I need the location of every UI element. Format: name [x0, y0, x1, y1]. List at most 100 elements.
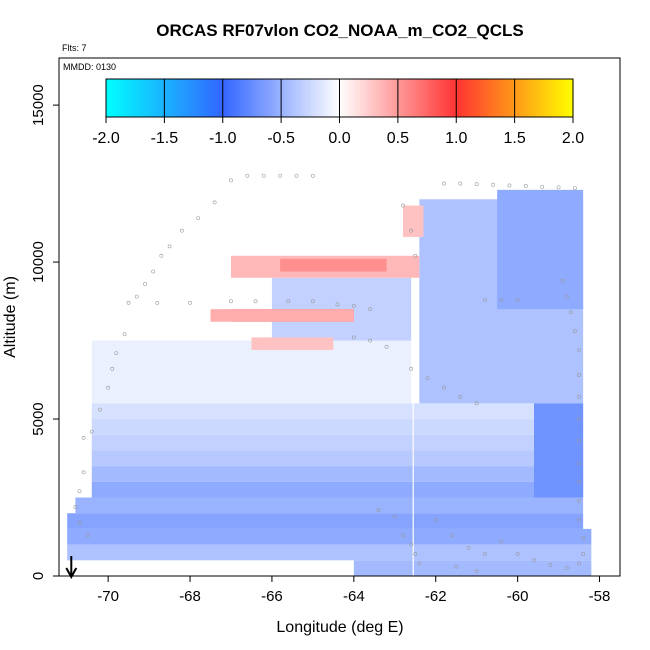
colorbar-tick-label: -0.5	[267, 130, 295, 147]
colorbar-swatch	[199, 79, 203, 117]
colorbar-swatch	[438, 79, 443, 117]
colorbar-swatch	[415, 79, 419, 117]
colorbar-swatch	[368, 79, 373, 117]
colorbar-swatch	[535, 79, 539, 117]
y-axis: 0 5000 10000 15000	[30, 84, 59, 580]
flight-track-point	[73, 505, 78, 509]
heatmap-cell	[91, 403, 584, 420]
flight-track-point	[577, 373, 581, 377]
flight-track-point	[577, 479, 581, 484]
colorbar-swatch	[161, 79, 165, 117]
colorbar-swatch	[313, 79, 317, 117]
colorbar-swatch	[146, 79, 151, 117]
colorbar-swatch	[272, 79, 276, 117]
colorbar-swatch	[567, 79, 571, 117]
flight-track-point	[577, 561, 581, 566]
colorbar-swatch	[427, 79, 431, 117]
colorbar-swatch	[178, 79, 183, 117]
colorbar-swatch	[514, 79, 519, 117]
colorbar-swatch	[211, 79, 215, 117]
colorbar-swatch	[348, 79, 352, 117]
colorbar-swatch	[444, 79, 449, 117]
colorbar-swatch	[263, 79, 268, 117]
colorbar: -2.0 -1.5 -1.0 -0.5 0.0 0.5 1.0 1.5 2.0	[92, 78, 584, 147]
colorbar-swatch	[260, 79, 265, 117]
colorbar-swatch	[117, 79, 122, 117]
flight-track-point	[401, 533, 405, 538]
colorbar-swatch	[257, 79, 262, 117]
colorbar-swatch	[564, 79, 568, 117]
colorbar-swatch	[237, 79, 241, 117]
colorbar-swatch	[488, 79, 492, 117]
x-axis-label: Longitude (deg E)	[276, 619, 403, 636]
x-tick-label: -58	[589, 588, 611, 605]
x-tick-label: -68	[179, 588, 201, 605]
colorbar-swatch	[400, 79, 405, 117]
colorbar-tick-label: -1.5	[151, 130, 179, 147]
flight-track-point	[474, 569, 479, 574]
flight-track-point	[474, 182, 479, 187]
colorbar-swatch	[508, 79, 513, 117]
flight-track-point	[556, 185, 561, 190]
colorbar-swatch	[129, 79, 133, 117]
colorbar-swatch	[114, 79, 119, 117]
colorbar-swatch	[143, 79, 148, 117]
colorbar-swatch	[298, 79, 303, 117]
flight-track-point	[261, 173, 266, 178]
colorbar-swatch	[418, 79, 422, 117]
flight-track-point	[122, 332, 127, 337]
flight-track-point	[474, 401, 479, 406]
heatmap-cell	[91, 340, 412, 404]
colorbar-swatch	[310, 79, 314, 117]
colorbar-swatch	[138, 79, 142, 117]
colorbar-swatch	[532, 79, 536, 117]
colorbar-swatch	[374, 79, 379, 117]
colorbar-swatch	[249, 79, 253, 117]
colorbar-swatch	[330, 79, 335, 117]
colorbar-swatch	[432, 79, 437, 117]
flight-track-point	[245, 173, 250, 178]
flight-track-point	[126, 300, 131, 305]
colorbar-swatch	[409, 79, 414, 117]
flight-track-point	[253, 299, 258, 304]
flight-track-point	[368, 307, 373, 312]
colorbar-swatch	[167, 79, 171, 117]
colorbar-swatch	[152, 79, 157, 117]
flight-track-point	[143, 282, 147, 286]
flight-track-point	[442, 181, 446, 186]
chart-subtitle: Flts: 7	[62, 43, 87, 53]
colorbar-swatch	[164, 79, 168, 117]
colorbar-swatch	[278, 79, 282, 117]
colorbar-swatch	[479, 79, 484, 117]
colorbar-tick-label: 2.0	[562, 130, 584, 147]
colorbar-swatch	[502, 79, 507, 117]
colorbar-swatch	[208, 79, 212, 117]
flight-track-point	[196, 216, 201, 221]
y-tick-label: 0	[30, 572, 47, 580]
colorbar-swatch	[184, 79, 189, 117]
flight-track-point	[573, 186, 577, 190]
flight-track-point	[409, 542, 414, 547]
colorbar-swatch	[456, 79, 460, 117]
flight-track-point	[229, 178, 233, 183]
flight-track-point	[89, 429, 94, 434]
colorbar-swatch	[228, 79, 233, 117]
flight-track-point	[351, 304, 356, 308]
colorbar-swatch	[447, 79, 452, 117]
colorbar-swatch	[520, 79, 524, 117]
colorbar-swatch	[234, 79, 238, 117]
flight-track-point	[98, 407, 102, 412]
flight-track-point	[392, 514, 397, 519]
heatmap-cell	[91, 450, 584, 467]
plot-frame	[58, 57, 621, 577]
colorbar-swatch	[380, 79, 384, 117]
colorbar-swatch	[529, 79, 533, 117]
colorbar-swatch	[497, 79, 501, 117]
colorbar-swatch	[246, 79, 250, 117]
flight-track-point	[155, 300, 160, 305]
heatmap-cell	[280, 258, 387, 272]
heatmap-cell	[271, 277, 412, 341]
flight-track-point	[466, 545, 471, 550]
flight-track-point	[499, 297, 504, 302]
colorbar-swatch	[441, 79, 446, 117]
